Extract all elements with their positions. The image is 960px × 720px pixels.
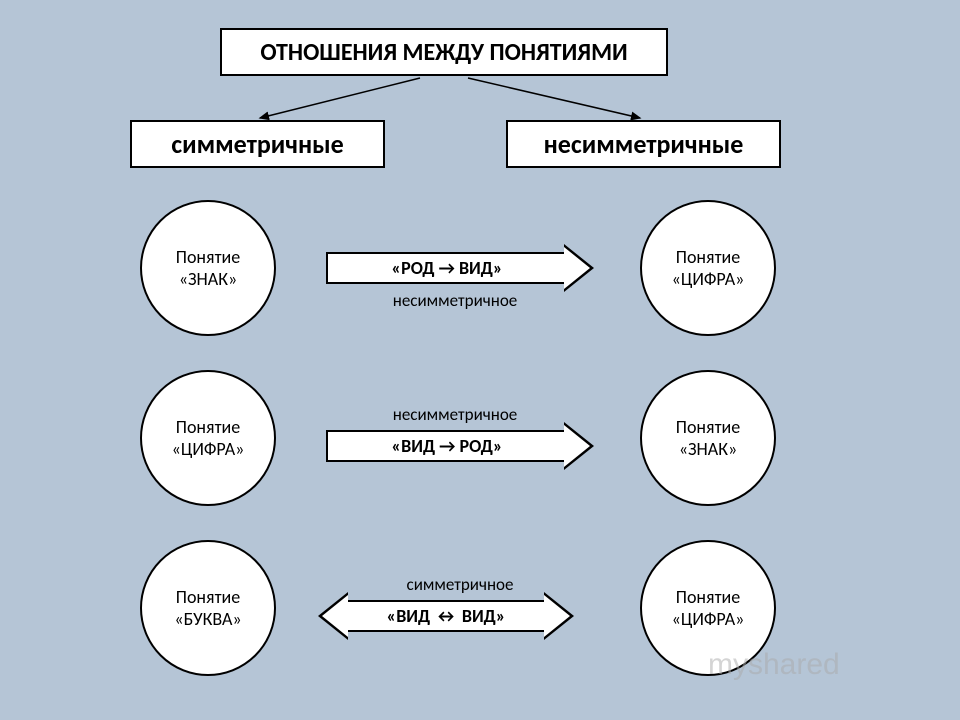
concept-circle: Понятие«ЗНАК» — [640, 370, 776, 506]
arrow-head-right-fill — [544, 595, 570, 637]
concept-line1: Понятие — [676, 246, 741, 269]
concept-circle: Понятие«ЦИФРА» — [640, 200, 776, 336]
relation-sublabel: несимметричное — [370, 290, 540, 311]
concept-line2: «ЦИФРА» — [672, 268, 745, 291]
concept-line2: «ЗНАК» — [679, 438, 737, 461]
watermark: myshared — [708, 648, 840, 682]
arrow-head-right-fill — [564, 425, 590, 467]
title-text: ОТНОШЕНИЯ МЕЖДУ ПОНЯТИЯМИ — [260, 38, 627, 67]
relation-arrow-body: «РОД → ВИД» — [326, 252, 566, 284]
concept-line2: «ЦИФРА» — [172, 438, 245, 461]
concept-line1: Понятие — [176, 416, 241, 439]
concept-line1: Понятие — [176, 586, 241, 609]
arrow-head-left-fill — [322, 595, 348, 637]
concept-circle: Понятие«ЗНАК» — [140, 200, 276, 336]
concept-line2: «ЦИФРА» — [672, 608, 745, 631]
concept-line2: «БУКВА» — [174, 608, 241, 631]
category-asymmetric-label: несимметричные — [544, 128, 744, 160]
concept-line2: «ЗНАК» — [179, 268, 237, 291]
category-symmetric: симметричные — [130, 120, 385, 168]
relation-arrow-body: «ВИД → РОД» — [326, 430, 566, 462]
arrow-head-right-fill — [564, 247, 590, 289]
concept-line1: Понятие — [676, 416, 741, 439]
relation-arrow-label: «ВИД ↔ ВИД» — [387, 605, 506, 627]
watermark-text: myshared — [708, 648, 840, 681]
relation-arrow-label: «РОД → ВИД» — [391, 257, 502, 279]
concept-line1: Понятие — [676, 586, 741, 609]
relation-arrow-body: «ВИД ↔ ВИД» — [346, 600, 546, 632]
concept-line1: Понятие — [176, 246, 241, 269]
relation-arrow-label: «ВИД → РОД» — [391, 435, 502, 457]
concept-circle: Понятие«БУКВА» — [140, 540, 276, 676]
category-asymmetric: несимметричные — [506, 120, 781, 168]
relation-sublabel: несимметричное — [370, 404, 540, 425]
concept-circle: Понятие«ЦИФРА» — [140, 370, 276, 506]
diagram-canvas: ОТНОШЕНИЯ МЕЖДУ ПОНЯТИЯМИ симметричные н… — [0, 0, 960, 720]
category-symmetric-label: симметричные — [171, 128, 344, 160]
relation-sublabel: симметричное — [380, 574, 540, 595]
title-box: ОТНОШЕНИЯ МЕЖДУ ПОНЯТИЯМИ — [220, 28, 668, 76]
